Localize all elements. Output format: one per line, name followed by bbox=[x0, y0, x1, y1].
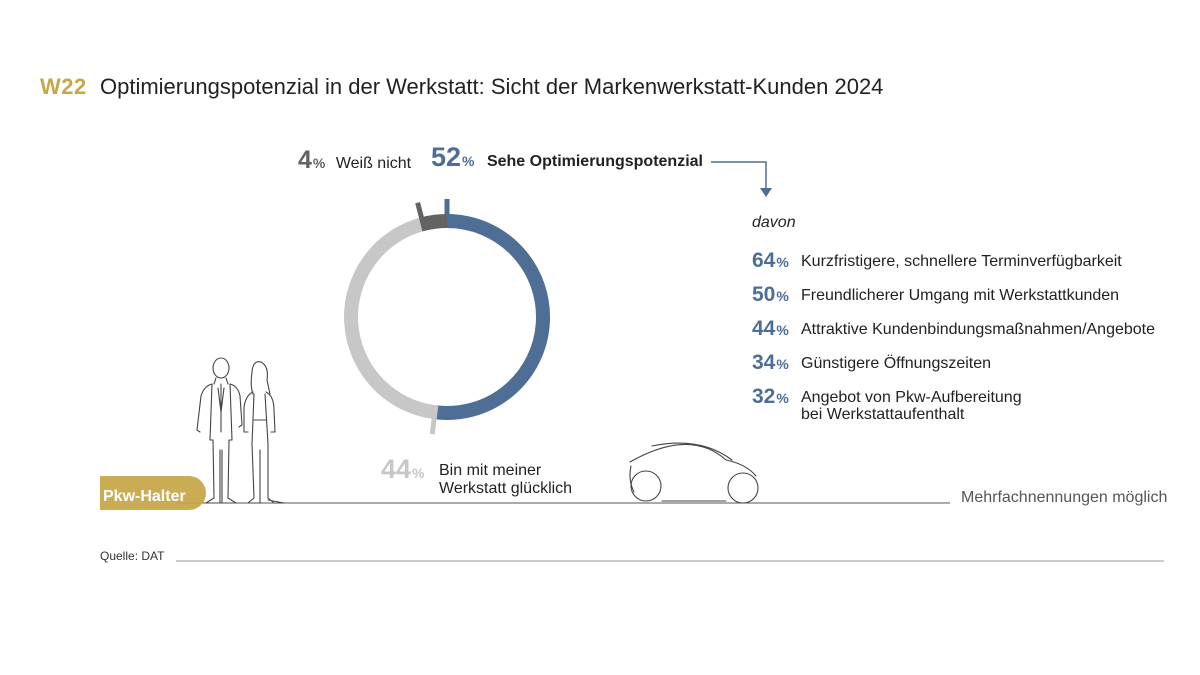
breakdown-item: 32% Angebot von Pkw-Aufbereitung bei Wer… bbox=[752, 386, 1022, 423]
breakdown-value: 64% bbox=[752, 249, 789, 272]
multiple-answers-note: Mehrfachnennungen möglich bbox=[961, 489, 1168, 506]
donut-slice-0 bbox=[434, 214, 551, 420]
people-illustration bbox=[196, 357, 285, 504]
chart-code: W22 bbox=[40, 74, 87, 99]
breakdown-item: 44% Attraktive Kundenbindungsmaßnahmen/A… bbox=[752, 318, 1155, 341]
pct-sign: % bbox=[412, 465, 425, 481]
pct-sign: % bbox=[462, 153, 475, 169]
breakdown-item: 34% Günstigere Öffnungszeiten bbox=[752, 352, 991, 375]
connector-line bbox=[711, 161, 767, 192]
donut-leader-2 bbox=[415, 202, 428, 232]
donut-slice-1 bbox=[344, 217, 436, 420]
breakdown-label: Kurzfristigere, schnellere Terminverfügb… bbox=[801, 253, 1122, 270]
slice-value-gluecklich: 44 bbox=[381, 454, 412, 484]
group-label-badge bbox=[100, 476, 206, 510]
slice-value-gluecklich-wrap: 44% bbox=[381, 454, 425, 485]
breakdown-item: 50% Freundlicherer Umgang mit Werkstattk… bbox=[752, 284, 1119, 307]
slice-value-weiss-nicht: 4 bbox=[298, 146, 312, 174]
slice-text-optimierung: Sehe Optimierungspotenzial bbox=[486, 153, 703, 170]
group-label: Pkw-Halter bbox=[103, 488, 186, 505]
slice-label-weiss-nicht: 4% Weiß nicht bbox=[298, 146, 411, 175]
breakdown-label: Angebot von Pkw-Aufbereitung bei Werksta… bbox=[801, 386, 1022, 423]
breakdown-value: 34% bbox=[752, 351, 789, 374]
car-illustration bbox=[629, 442, 759, 504]
donut-arcs bbox=[344, 199, 551, 435]
breakdown-label: Attraktive Kundenbindungsmaßnahmen/Angeb… bbox=[801, 321, 1156, 338]
chart-title: Optimierungspotenzial in der Werkstatt: … bbox=[100, 74, 884, 99]
slice-text-gluecklich-line-2: Werkstatt glücklich bbox=[439, 480, 573, 497]
slice-text-gluecklich: Bin mit meiner Werkstatt glücklich bbox=[439, 462, 572, 498]
slice-text-weiss-nicht: Weiß nicht bbox=[335, 155, 412, 172]
breakdown-label: Freundlicherer Umgang mit Werkstattkunde… bbox=[801, 287, 1120, 304]
breakdown-label-line-2: bei Werkstattaufenthalt bbox=[801, 406, 965, 423]
breakdown-label-line-1: Angebot von Pkw-Aufbereitung bbox=[801, 389, 1022, 406]
donut-leader-1 bbox=[429, 404, 439, 435]
slice-text-gluecklich-line-1: Bin mit meiner bbox=[439, 462, 542, 479]
pct-sign: % bbox=[312, 155, 326, 171]
donut-slice-2 bbox=[421, 214, 448, 231]
breakdown-item: 64% Kurzfristigere, schnellere Terminver… bbox=[752, 250, 1122, 273]
slice-label-optimierung: 52% Sehe Optimierungspotenzial bbox=[431, 142, 703, 173]
breakdown-label: Günstigere Öffnungszeiten bbox=[801, 355, 992, 372]
source-note: Quelle: DAT bbox=[100, 549, 165, 563]
breakdown-value: 44% bbox=[752, 317, 789, 340]
breakdown-value: 50% bbox=[752, 283, 789, 306]
breakdown-intro: davon bbox=[752, 214, 796, 231]
down-arrow-icon bbox=[760, 188, 772, 197]
breakdown-value: 32% bbox=[752, 385, 789, 408]
slice-value-optimierung: 52 bbox=[431, 142, 462, 172]
